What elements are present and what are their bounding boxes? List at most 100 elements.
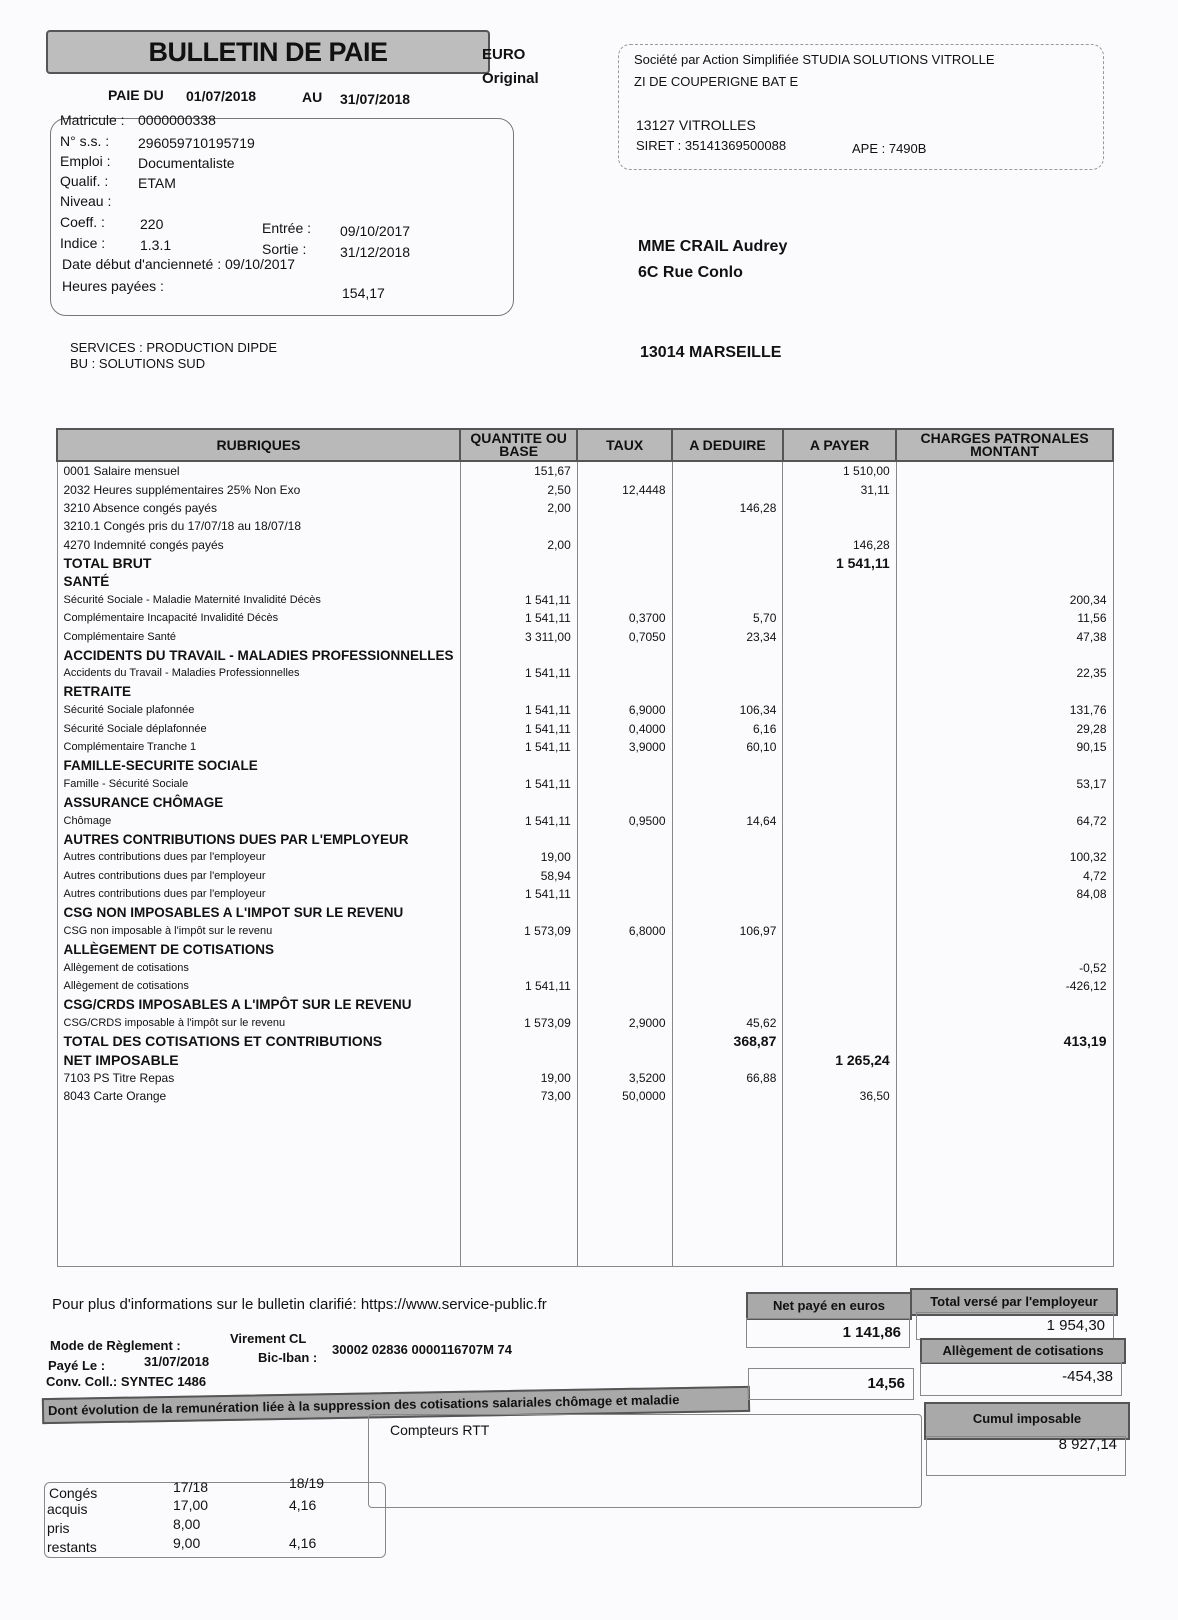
info-link[interactable]: Pour plus d'informations sur le bulletin… (52, 1296, 547, 1313)
entree-label: Entrée : (262, 220, 312, 236)
empty-cell (782, 1105, 897, 1267)
net-label: Net payé en euros (746, 1292, 912, 1320)
paye-date: 31/07/2018 (144, 1354, 210, 1369)
table-row: Autres contributions dues par l'employeu… (56, 866, 1114, 885)
cell-a-payer (782, 976, 897, 996)
cell-taux (576, 553, 673, 573)
cell-taux (576, 940, 673, 959)
cell-a-payer (782, 645, 897, 665)
cell-quantite (459, 958, 578, 977)
cell-a-deduire: 23,34 (671, 627, 784, 646)
payslip-table: RUBRIQUES QUANTITE OU BASE TAUX A DEDUIRE A … (55, 428, 1114, 1267)
cell-quantite: 2,00 (459, 498, 578, 518)
cell-quantite: 1 541,11 (459, 664, 578, 683)
cell-quantite (459, 553, 578, 573)
cell-taux (576, 682, 673, 702)
cell-a-payer (782, 811, 897, 830)
anciennete: Date début d'ancienneté : 09/10/2017 (62, 256, 296, 272)
cell-quantite (459, 995, 578, 1014)
cell-rubriques: Accidents du Travail - Maladies Professi… (56, 664, 461, 683)
empty-cell (56, 1105, 461, 1267)
table-row: Chômage 1 541,11 0,9500 14,64 64,72 (56, 811, 1114, 830)
cell-a-payer (782, 1013, 897, 1033)
cell-a-payer: 146,28 (782, 535, 897, 554)
cell-charges-patronales (895, 995, 1114, 1014)
column-header-quantite: QUANTITE OU BASE (459, 428, 579, 462)
cell-taux (576, 903, 673, 922)
net-pay: 1 141,86 (746, 1318, 910, 1348)
cell-a-deduire: 106,34 (671, 701, 784, 720)
cell-a-deduire (671, 829, 784, 849)
table-row: 4270 Indemnité congés payés 2,00 146,28 (56, 535, 1114, 554)
table-row: 7103 PS Titre Repas 19,00 3,5200 66,88 (56, 1068, 1114, 1088)
cell-rubriques: Allègement de cotisations (56, 958, 461, 977)
cell-taux (576, 535, 673, 554)
cell-rubriques: CSG non imposable à l'impôt sur le reven… (56, 921, 461, 941)
cell-charges-patronales (895, 921, 1114, 941)
cell-charges-patronales: 413,19 (895, 1032, 1114, 1051)
cell-taux (576, 1032, 673, 1051)
total-row: TOTAL BRUT 1 541,11 (56, 553, 1114, 573)
cell-taux (576, 664, 673, 683)
matricule-label: Matricule : (60, 112, 125, 128)
cell-charges-patronales: 100,32 (895, 848, 1114, 867)
cell-rubriques: AUTRES CONTRIBUTIONS DUES PAR L'EMPLOYEU… (56, 829, 461, 849)
cell-taux: 0,9500 (576, 811, 673, 830)
table-row: 2032 Heures supplémentaires 25% Non Exo 2… (56, 480, 1114, 499)
allegement-value: -454,38 (920, 1362, 1122, 1396)
cell-a-payer (782, 1068, 897, 1088)
cell-quantite: 1 541,11 (459, 884, 578, 904)
cell-quantite (459, 940, 578, 959)
cell-a-deduire (671, 940, 784, 959)
cell-a-payer (782, 866, 897, 885)
cell-taux (576, 1050, 673, 1069)
table-row: 3210 Absence congés payés 2,00 146,28 (56, 498, 1114, 518)
cell-rubriques: Autres contributions dues par l'employeu… (56, 848, 461, 867)
cell-a-deduire (671, 461, 784, 481)
table-row: CSG/CRDS imposable à l'impôt sur le reve… (56, 1013, 1114, 1033)
allegement-label: Allègement de cotisations (920, 1338, 1126, 1364)
conges-col-1819: 18/19 (289, 1475, 325, 1491)
cell-a-payer: 1 265,24 (782, 1050, 897, 1069)
bu: BU : SOLUTIONS SUD (70, 356, 206, 371)
cell-a-payer (782, 756, 897, 775)
section-row: RETRAITE (56, 682, 1114, 702)
total-row: TOTAL DES COTISATIONS ET CONTRIBUTIONS 36… (56, 1032, 1114, 1051)
table-row: Sécurité Sociale déplafonnée 1 541,11 0,40… (56, 719, 1114, 738)
coeff-label: Coeff. : (60, 214, 105, 230)
section-row: ASSURANCE CHÔMAGE (56, 793, 1114, 812)
conges-value-1718: 9,00 (173, 1535, 201, 1551)
cell-charges-patronales (895, 1013, 1114, 1033)
cell-a-payer (782, 627, 897, 646)
cell-a-deduire (671, 664, 784, 683)
cell-rubriques: Famille - Sécurité Sociale (56, 774, 461, 794)
total-label: Total versé par l'employeur (910, 1288, 1118, 1316)
cell-a-payer (782, 848, 897, 867)
table-row: Allègement de cotisations 1 541,11 -426,12 (56, 976, 1114, 996)
iban-label: Bic-Iban : (258, 1350, 318, 1365)
conges-row-label: pris (47, 1520, 70, 1536)
conges-title: Congés (49, 1485, 98, 1501)
recipient-street: 6C Rue Conlo (638, 264, 743, 281)
cell-charges-patronales (895, 553, 1114, 573)
section-row: AUTRES CONTRIBUTIONS DUES PAR L'EMPLOYEU… (56, 829, 1114, 849)
cell-quantite (459, 572, 578, 591)
cell-rubriques: CSG/CRDS IMPOSABLES A L'IMPÔT SUR LE REV… (56, 995, 461, 1014)
section-row: ACCIDENTS DU TRAVAIL - MALADIES PROFESSI… (56, 645, 1114, 665)
indice-label: Indice : (60, 235, 106, 251)
cell-quantite: 151,67 (459, 461, 578, 481)
cell-charges-patronales: 53,17 (895, 774, 1114, 794)
copy-label: Original (482, 70, 539, 87)
column-header-rubriques: RUBRIQUES (55, 428, 462, 462)
cell-rubriques: 0001 Salaire mensuel (56, 461, 461, 481)
cell-quantite: 3 311,00 (459, 627, 578, 646)
cell-a-payer (782, 903, 897, 922)
cell-charges-patronales (895, 645, 1114, 665)
cell-quantite: 1 573,09 (459, 1013, 578, 1033)
conges-value-1718: 8,00 (173, 1516, 201, 1532)
cell-quantite: 19,00 (459, 848, 578, 867)
cell-taux: 6,8000 (576, 921, 673, 941)
cell-quantite: 1 541,11 (459, 774, 578, 794)
cell-rubriques: 4270 Indemnité congés payés (56, 535, 461, 554)
